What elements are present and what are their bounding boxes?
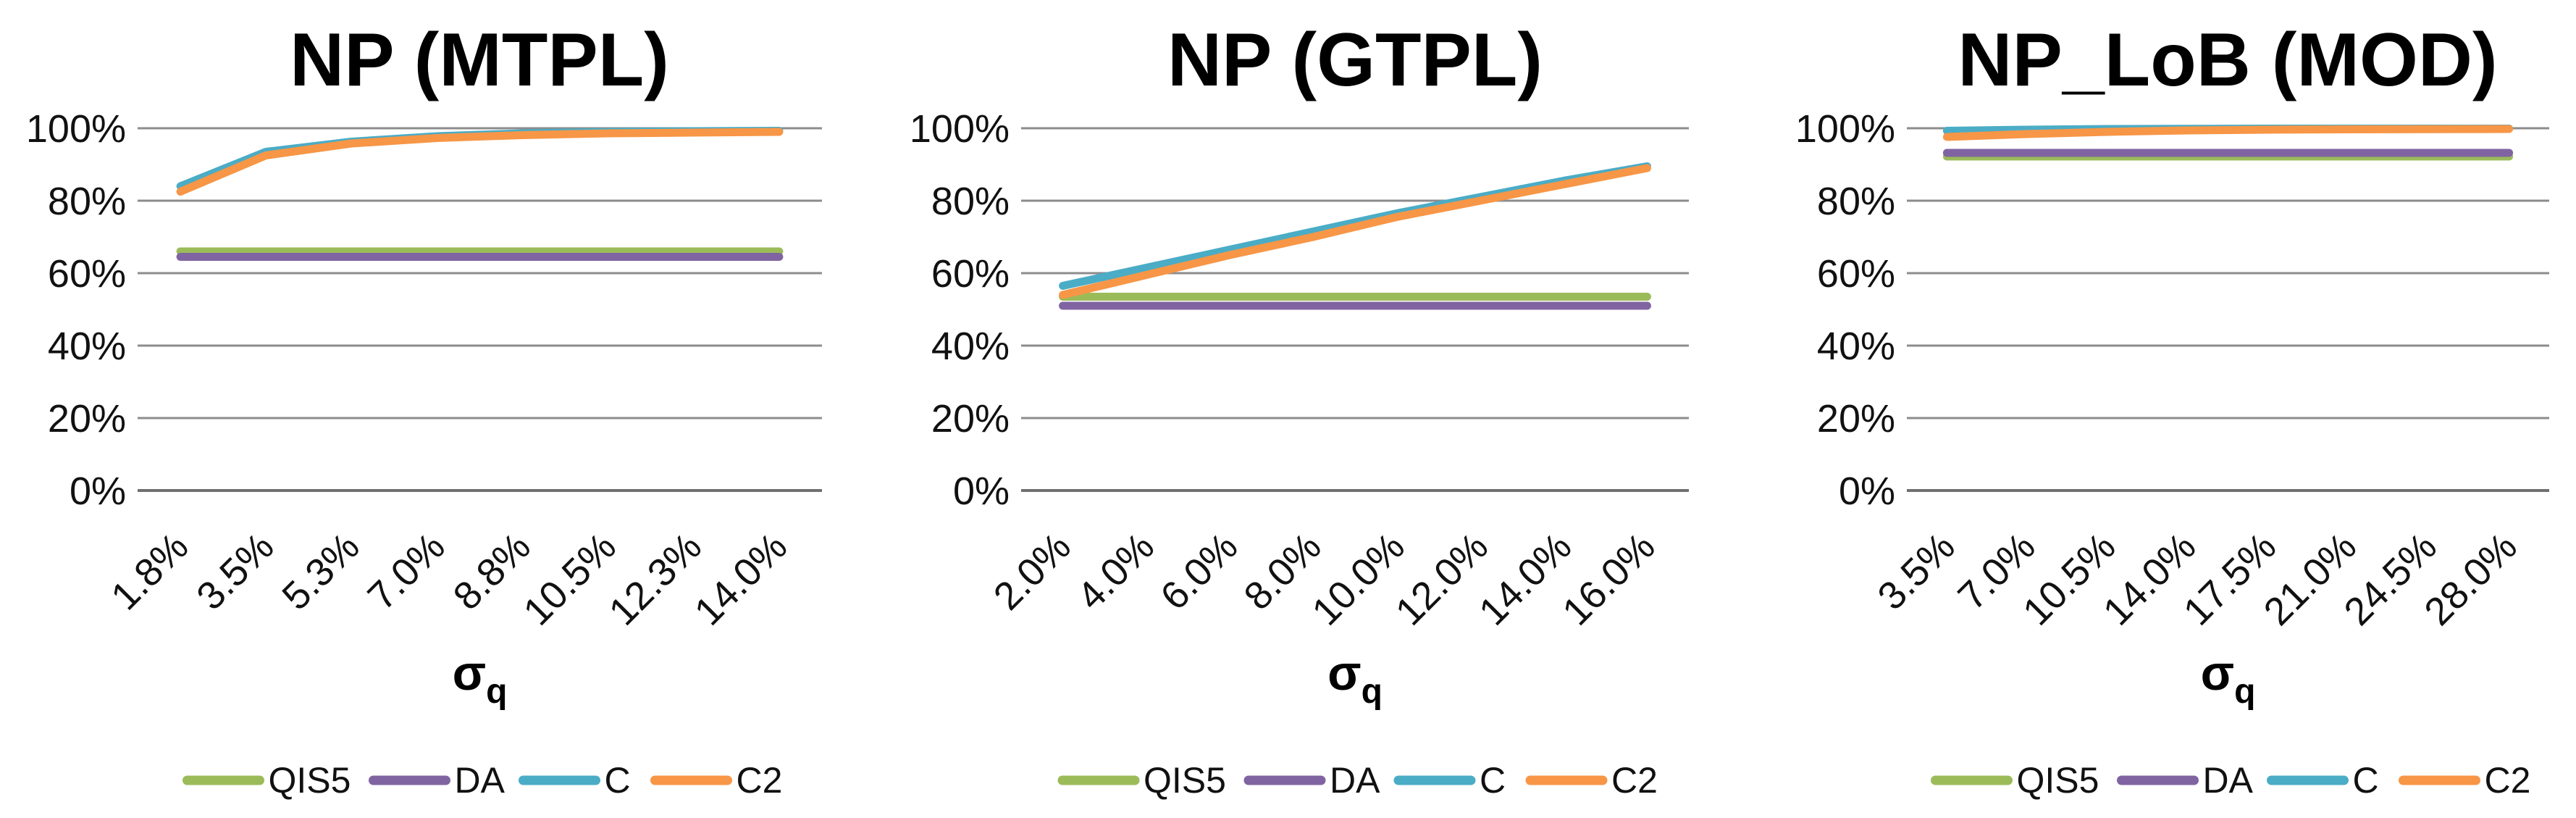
- x-tick-label: 10.5%: [515, 525, 624, 634]
- legend-label-DA: DA: [455, 760, 505, 801]
- y-tick-label: 80%: [1817, 180, 1895, 223]
- chart-np-lob-mod-svg: NP_LoB (MOD) 100%80%60%40%20%0%3.5%7.0%1…: [1795, 18, 2549, 801]
- legend-item-C2: C2: [2399, 760, 2531, 801]
- chart-title: NP (GTPL): [1167, 18, 1543, 102]
- legend-label-C2: C2: [1611, 760, 1658, 801]
- x-tick-label: 6.0%: [1152, 525, 1246, 618]
- x-tick-label: 17.5%: [2176, 525, 2285, 634]
- chart-title: NP_LoB (MOD): [1958, 18, 2497, 102]
- legend: QIS5 DA C C2: [1057, 760, 1658, 801]
- x-tick-label: 28.0%: [2416, 525, 2525, 634]
- legend-item-QIS5: QIS5: [1057, 760, 1226, 801]
- legend-label-DA: DA: [1330, 760, 1380, 801]
- legend: QIS5 DA C C2: [1931, 760, 2531, 801]
- x-axis-title: σq: [1327, 646, 1383, 711]
- legend-label-C: C: [2353, 760, 2379, 801]
- y-tick-label: 80%: [931, 180, 1010, 223]
- chart-np-gtpl-svg: NP (GTPL) 100% 80% 60% 40% 20% 0% 2.0%4.0%6.0%…: [910, 18, 1689, 801]
- y-tick-label: 100%: [910, 107, 1010, 151]
- x-tick-label: 2.0%: [986, 525, 1079, 618]
- x-tick-label: 10.5%: [2015, 525, 2124, 634]
- x-tick-label: 12.3%: [601, 525, 710, 634]
- legend-label-C2: C2: [2485, 760, 2531, 801]
- legend-item-C2: C2: [650, 760, 783, 801]
- chart-np-mtpl-svg: NP (MTPL) 100% 80% 60% 40% 20% 0% 1.8%3.5%5.3%…: [26, 18, 822, 801]
- x-tick-label: 1.8%: [103, 525, 196, 618]
- y-tick-label: 60%: [48, 252, 126, 296]
- legend-item-C: C: [2267, 760, 2379, 801]
- x-axis-title-subscript: q: [486, 672, 507, 711]
- legend-item-C: C: [519, 760, 631, 801]
- x-tick-label: 3.5%: [188, 525, 282, 618]
- legend-label-QIS5: QIS5: [269, 760, 351, 801]
- x-tick-label: 21.0%: [2256, 525, 2365, 634]
- y-tick-label: 40%: [931, 325, 1010, 368]
- legend-label-C2: C2: [737, 760, 783, 801]
- y-tick-label: 40%: [48, 325, 126, 368]
- x-tick-label: 12.0%: [1388, 525, 1497, 634]
- x-tick-label: 14.0%: [1471, 525, 1580, 634]
- legend-label-QIS5: QIS5: [2017, 760, 2099, 801]
- legend-item-DA: DA: [2117, 760, 2254, 801]
- x-tick-label: 4.0%: [1069, 525, 1162, 618]
- legend-label-QIS5: QIS5: [1144, 760, 1226, 801]
- x-axis-title: σq: [2201, 646, 2256, 711]
- y-tick-label: 20%: [931, 397, 1010, 441]
- legend-item-C: C: [1393, 760, 1506, 801]
- x-axis-title: σq: [453, 646, 508, 711]
- y-tick-label: 100%: [26, 107, 126, 151]
- legend-label-C: C: [605, 760, 631, 801]
- chart-title: NP (MTPL): [290, 18, 669, 102]
- x-tick-label: 7.0%: [359, 525, 453, 618]
- x-tick-label: 24.5%: [2336, 525, 2445, 634]
- series-line-C2: [176, 128, 784, 196]
- chart-np-mtpl: NP (MTPL) 100% 80% 60% 40% 20% 0% 1.8% 3.5% 5.3%…: [0, 0, 858, 818]
- x-tick-label: 14.0%: [687, 525, 796, 634]
- x-tick-label: 10.0%: [1304, 525, 1413, 634]
- y-tick-label: 20%: [48, 397, 126, 441]
- chart-np-gtpl: NP (GTPL) 100% 80% 60% 40% 20% 0% 2.0% 4.0% 6.0%…: [858, 0, 1716, 818]
- legend-label-C: C: [1480, 760, 1506, 801]
- y-tick-label: 60%: [931, 252, 1010, 296]
- y-tick-label: 60%: [1817, 252, 1895, 296]
- x-axis-title-subscript: q: [1362, 672, 1383, 711]
- y-tick-label: 20%: [1817, 397, 1895, 441]
- y-tick-label: 0%: [70, 469, 126, 513]
- legend-item-DA: DA: [369, 760, 505, 801]
- x-tick-label: 14.0%: [2095, 525, 2204, 634]
- series-line-C2: [1942, 125, 2514, 141]
- legend-item-QIS5: QIS5: [1931, 760, 2099, 801]
- y-tick-label: 80%: [48, 180, 126, 223]
- x-axis-title-subscript: q: [2234, 672, 2255, 711]
- legend-item-C2: C2: [1525, 760, 1658, 801]
- series-line-C2: [1059, 164, 1651, 299]
- legend: QIS5 DA C C2: [182, 760, 783, 801]
- legend-item-DA: DA: [1243, 760, 1380, 801]
- y-tick-label: 40%: [1817, 325, 1895, 368]
- legend-label-DA: DA: [2203, 760, 2254, 801]
- y-tick-label: 100%: [1795, 107, 1895, 151]
- x-tick-label: 16.0%: [1554, 525, 1664, 634]
- legend-item-QIS5: QIS5: [182, 760, 351, 801]
- x-tick-label: 5.3%: [274, 525, 367, 618]
- y-tick-label: 0%: [953, 469, 1010, 513]
- x-tick-label: 3.5%: [1869, 525, 1963, 618]
- y-tick-label: 0%: [1839, 469, 1895, 513]
- chart-np-lob-mod: NP_LoB (MOD) 100% 80% 60% 40% 20% 0% 3.5% 7.0% 1…: [1716, 0, 2576, 818]
